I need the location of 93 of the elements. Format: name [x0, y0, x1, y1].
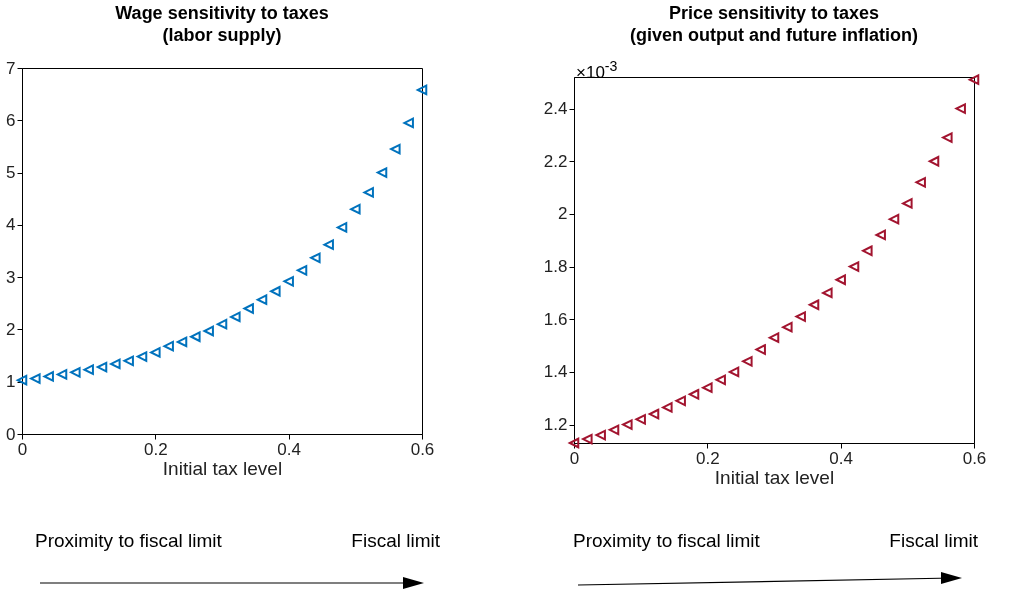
point	[30, 373, 41, 384]
point	[622, 419, 633, 430]
point	[70, 367, 81, 378]
y-tick-label: 5	[6, 163, 16, 183]
point	[915, 177, 926, 188]
text: Fiscal limit	[889, 530, 978, 552]
point	[715, 374, 726, 386]
point	[662, 402, 673, 413]
point	[968, 74, 980, 85]
point	[283, 276, 294, 287]
point	[216, 318, 228, 330]
x-axis-title: Initial tax level	[714, 466, 835, 488]
x-tick-label: 0.4	[277, 439, 301, 459]
point	[176, 336, 188, 348]
point	[190, 331, 201, 343]
y-tick-label: 1.2	[543, 415, 568, 435]
point	[230, 311, 241, 323]
text: Proximity to fiscal limit	[35, 530, 222, 552]
point	[875, 229, 886, 241]
point	[608, 424, 620, 436]
x-tick-label: 0.6	[962, 448, 987, 468]
point	[648, 408, 660, 420]
point	[256, 294, 268, 305]
point	[376, 167, 388, 178]
point	[928, 155, 940, 167]
point	[296, 265, 308, 276]
point	[635, 414, 646, 425]
point	[795, 311, 806, 322]
point	[83, 364, 94, 375]
point	[595, 429, 606, 441]
point	[582, 433, 593, 445]
chart-title: Wage sensitivity to taxes	[115, 3, 329, 23]
point	[955, 103, 966, 114]
point	[568, 437, 580, 449]
y-tick-label: 0	[6, 424, 16, 444]
point	[942, 132, 953, 143]
point	[403, 117, 414, 129]
point	[56, 369, 68, 380]
chart-title: Price sensitivity to taxes	[668, 3, 880, 24]
y-tick-label: 1.6	[543, 309, 568, 329]
point	[243, 303, 254, 314]
point	[123, 355, 134, 367]
y-tick-label: 6	[6, 110, 16, 130]
text: Fiscal limit	[351, 530, 440, 552]
text: Proximity to fiscal limit	[573, 530, 760, 552]
point	[110, 358, 121, 370]
point	[702, 382, 713, 393]
point	[43, 371, 54, 382]
point	[782, 321, 793, 333]
point	[808, 299, 820, 311]
point	[902, 198, 913, 209]
y-tick-label: 4	[6, 215, 16, 235]
point	[350, 203, 361, 215]
point	[16, 374, 28, 386]
y-tick-label: 2	[558, 204, 568, 224]
point	[96, 361, 108, 373]
point	[336, 222, 348, 233]
y-tick-label: 1.4	[543, 362, 568, 382]
y-tick-label: 1	[6, 372, 16, 392]
point	[768, 332, 780, 343]
x-tick-label: 0.2	[696, 448, 720, 468]
y-tick-label: 2.4	[543, 99, 568, 119]
point	[163, 340, 174, 352]
point	[363, 187, 374, 198]
point	[862, 245, 873, 257]
point	[835, 274, 846, 286]
point	[742, 356, 753, 367]
y-tick-label: 2	[6, 319, 16, 339]
point	[203, 325, 214, 337]
point	[888, 213, 900, 225]
x-tick-label: 0.6	[410, 439, 435, 459]
x-axis-title: Initial tax level	[162, 457, 283, 479]
x-tick-label: 0.2	[144, 439, 168, 459]
point	[755, 344, 766, 355]
point	[848, 261, 860, 272]
point	[323, 239, 334, 250]
point	[310, 252, 321, 264]
point	[136, 351, 148, 362]
point	[822, 287, 833, 299]
point	[150, 347, 161, 358]
chart-subtitle: (given output and future inflation)	[630, 25, 918, 46]
chart-subtitle: (labor supply)	[162, 25, 282, 45]
point	[675, 395, 686, 407]
x-tick-label: 0.4	[829, 448, 853, 468]
point	[270, 285, 281, 297]
y-tick-label: 3	[6, 267, 16, 287]
y-tick-label: 2.2	[543, 151, 568, 171]
point	[688, 389, 700, 400]
y-tick-label: 1.8	[543, 257, 568, 277]
point	[416, 84, 428, 96]
point	[390, 143, 401, 155]
y-tick-label: 7	[6, 58, 16, 78]
point	[728, 366, 740, 378]
